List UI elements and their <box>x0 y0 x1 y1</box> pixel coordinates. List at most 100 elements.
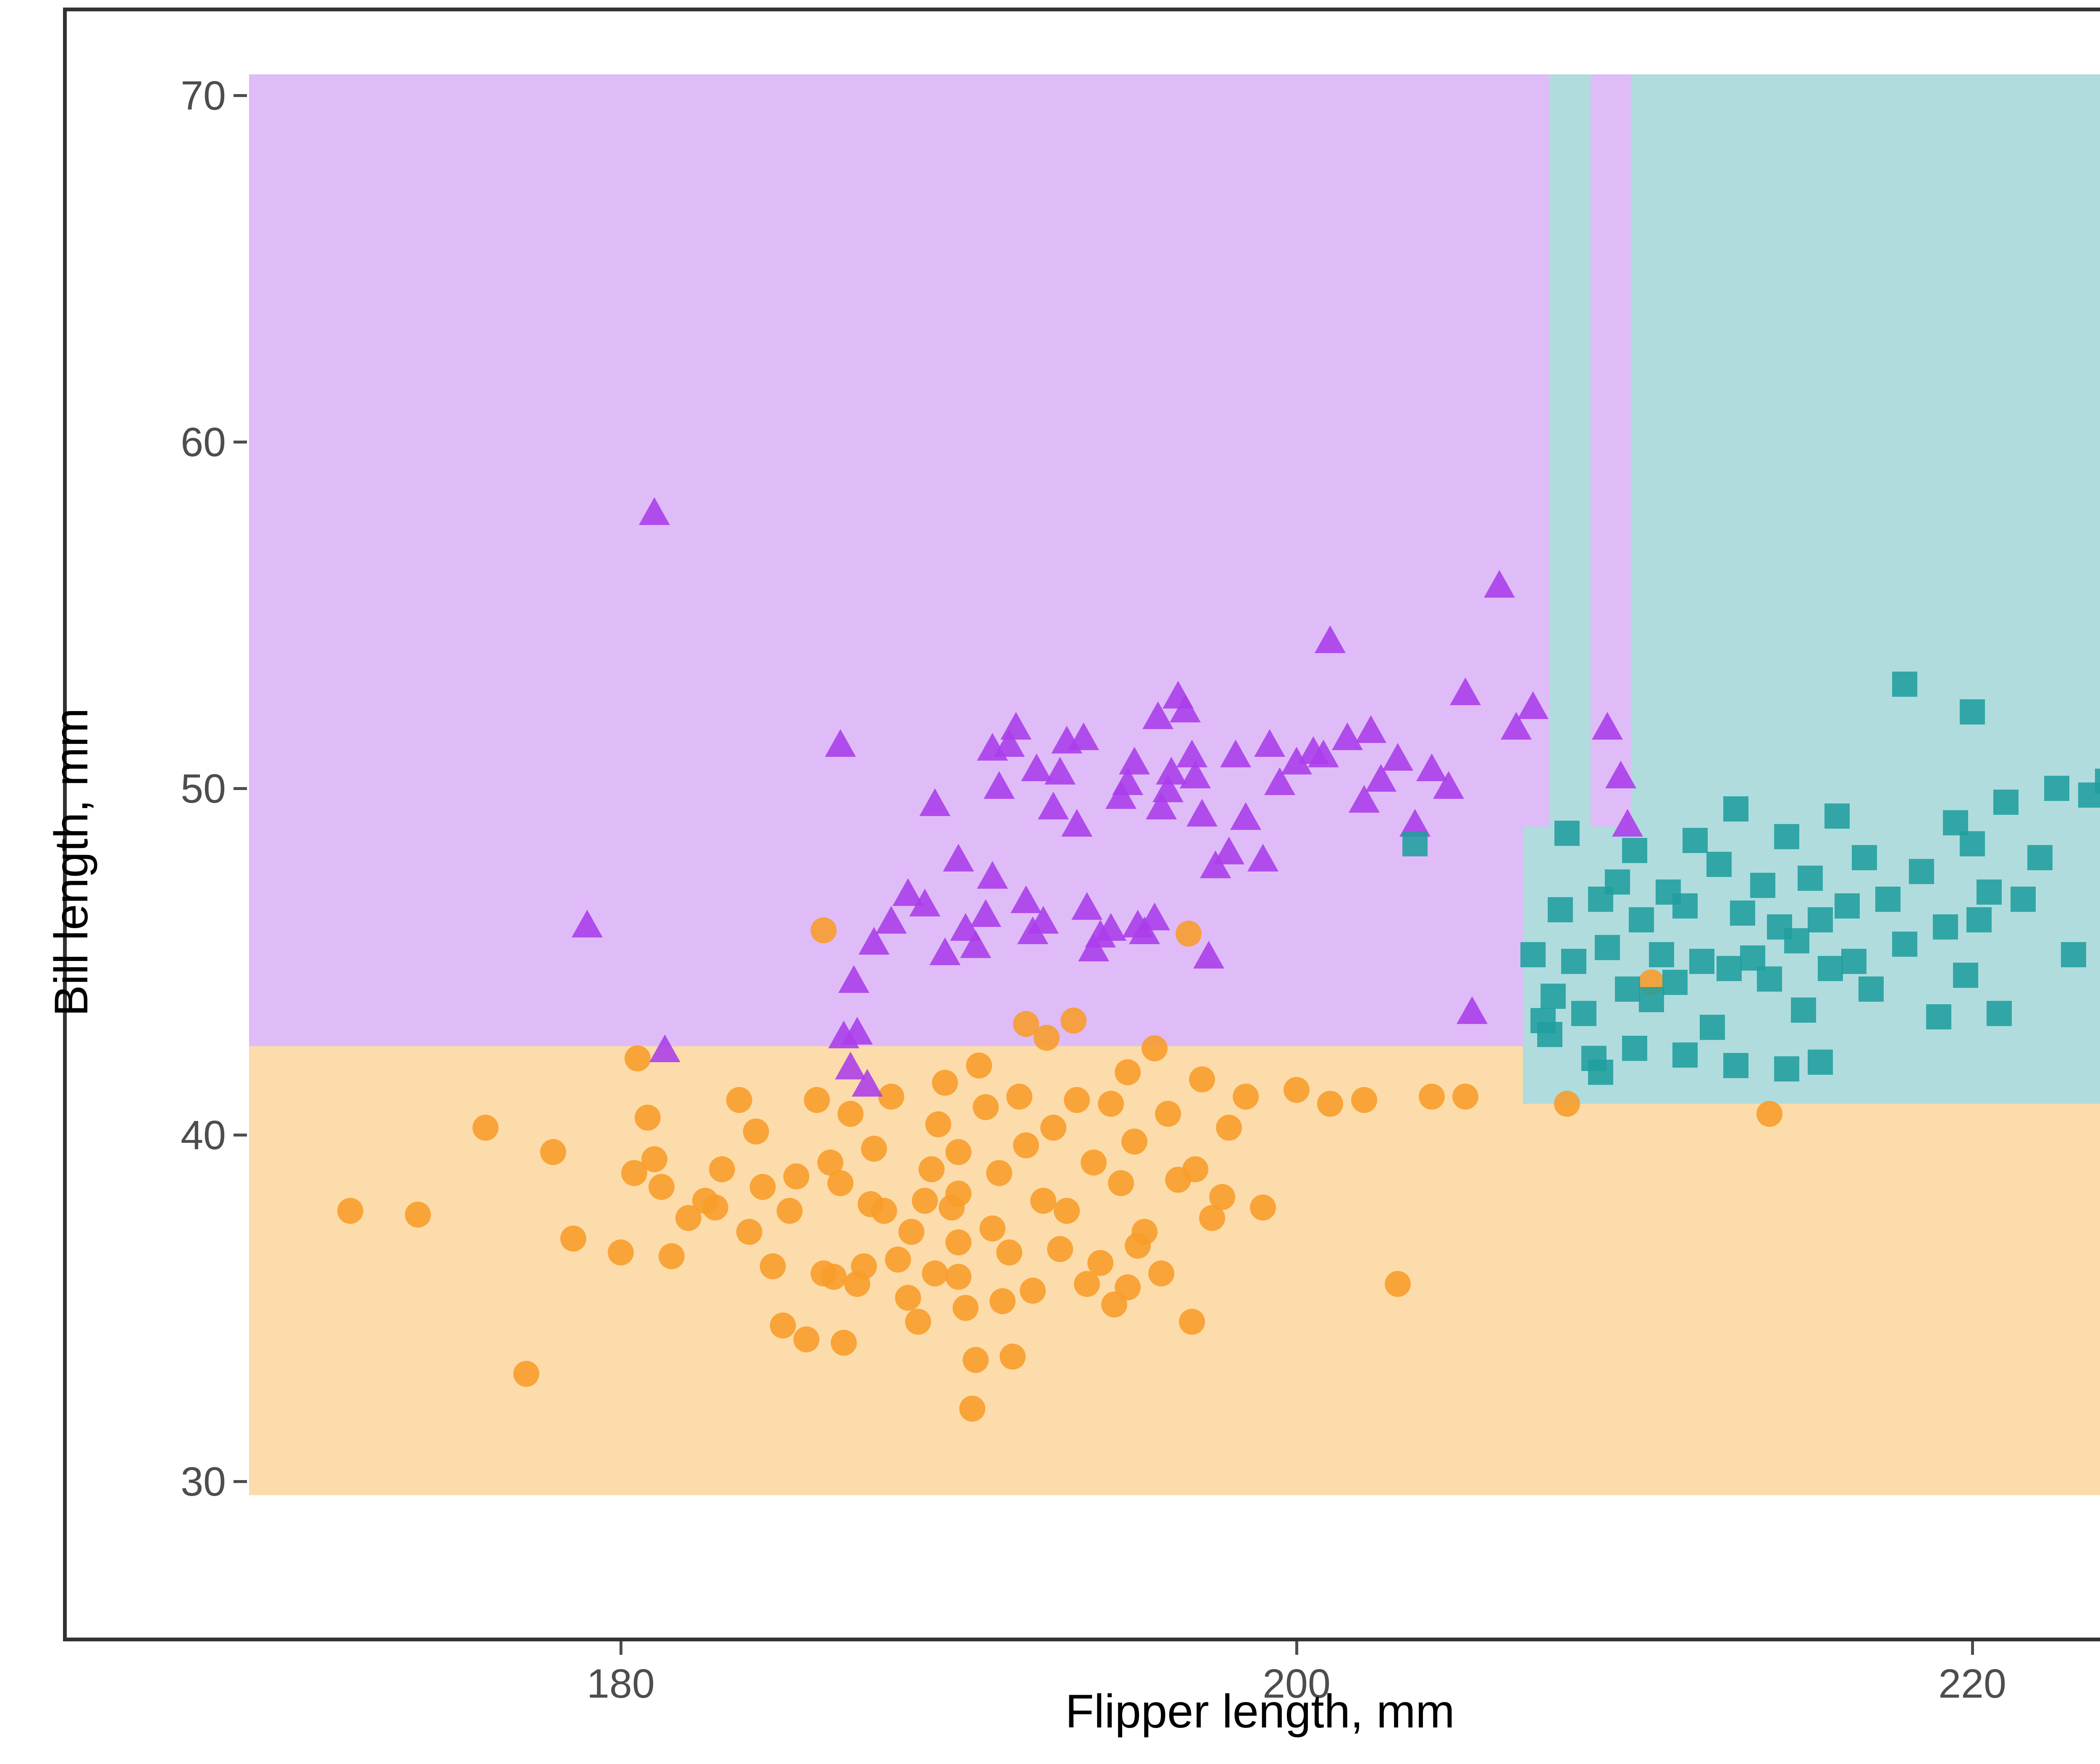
data-point-orange <box>760 1253 786 1280</box>
data-point-orange <box>1114 1059 1141 1086</box>
data-point-teal <box>1875 886 1900 912</box>
data-point-teal <box>1628 907 1654 933</box>
data-point-purple <box>1605 760 1637 788</box>
y-tick-mark <box>234 1480 247 1483</box>
data-point-purple <box>1433 771 1465 799</box>
data-point-orange <box>1209 1184 1235 1210</box>
data-point-orange <box>1097 1090 1124 1117</box>
data-point-orange <box>1182 1156 1208 1183</box>
data-point-orange <box>861 1135 887 1162</box>
data-point-orange <box>658 1243 685 1269</box>
data-point-orange <box>607 1239 634 1266</box>
data-point-teal <box>1554 821 1580 846</box>
data-point-orange <box>1121 1129 1147 1155</box>
data-point-purple <box>960 930 991 958</box>
data-point-teal <box>1723 1053 1748 1078</box>
data-point-orange <box>1351 1087 1377 1113</box>
data-point-purple <box>976 861 1008 889</box>
data-point-teal <box>1648 942 1674 967</box>
data-point-purple <box>1068 722 1100 750</box>
y-tick-label: 40 <box>181 1112 226 1158</box>
data-point-orange <box>1033 1024 1060 1051</box>
data-point-purple <box>1382 743 1414 771</box>
data-point-teal <box>1960 699 1985 725</box>
data-point-teal <box>1953 963 1978 988</box>
data-point-orange <box>702 1194 729 1221</box>
data-point-purple <box>976 732 1008 761</box>
data-point-orange <box>1087 1250 1114 1276</box>
data-point-teal <box>1723 796 1748 822</box>
data-point-teal <box>1909 858 1935 884</box>
data-point-orange <box>793 1326 820 1352</box>
data-point-teal <box>1797 866 1823 891</box>
data-point-teal <box>1835 893 1860 919</box>
data-point-orange <box>726 1087 752 1113</box>
data-point-orange <box>1101 1292 1127 1318</box>
data-point-purple <box>1027 906 1059 934</box>
y-tick-mark <box>234 787 247 790</box>
data-point-purple <box>1450 677 1481 705</box>
data-point-orange <box>820 1264 847 1290</box>
data-point-teal <box>1402 831 1428 856</box>
data-point-purple <box>838 965 870 993</box>
data-point-teal <box>1757 966 1782 992</box>
data-point-orange <box>560 1226 587 1252</box>
data-point-purple <box>909 889 941 917</box>
data-point-teal <box>1730 900 1755 926</box>
data-point-orange <box>1013 1132 1040 1158</box>
data-point-teal <box>1808 1049 1833 1075</box>
y-tick-mark <box>234 440 247 444</box>
data-point-orange <box>959 1395 985 1422</box>
data-point-orange <box>770 1312 796 1339</box>
data-point-teal <box>1960 831 1985 856</box>
data-point-orange <box>996 1239 1023 1266</box>
data-point-teal <box>1622 1035 1647 1061</box>
data-point-teal <box>1689 949 1715 974</box>
data-point-purple <box>1186 798 1218 827</box>
x-tick-label: 180 <box>587 1661 655 1706</box>
data-point-orange <box>895 1284 921 1311</box>
data-point-purple <box>1254 729 1285 757</box>
x-tick-mark <box>619 1641 622 1655</box>
data-point-teal <box>1662 969 1688 995</box>
data-point-teal <box>1750 872 1776 898</box>
data-point-orange <box>1216 1115 1242 1141</box>
data-point-purple <box>1315 625 1346 653</box>
data-point-teal <box>1622 838 1647 864</box>
data-point-teal <box>1672 1042 1698 1068</box>
data-point-purple <box>1142 701 1174 730</box>
data-point-orange <box>1189 1066 1215 1092</box>
data-point-orange <box>783 1163 810 1189</box>
data-point-teal <box>1547 897 1573 922</box>
data-point-purple <box>1220 740 1252 768</box>
data-point-teal <box>1605 869 1630 895</box>
data-point-orange <box>945 1229 972 1255</box>
data-point-orange <box>925 1111 952 1138</box>
data-point-orange <box>979 1215 1005 1242</box>
data-point-purple <box>875 906 907 934</box>
data-point-purple <box>929 937 961 965</box>
data-point-purple <box>1118 746 1150 774</box>
data-point-orange <box>1250 1194 1276 1221</box>
data-point-orange <box>777 1198 803 1224</box>
data-point-purple <box>1061 809 1093 837</box>
data-point-teal <box>1790 997 1816 1023</box>
data-point-teal <box>1841 949 1867 974</box>
data-point-teal <box>1824 803 1850 829</box>
data-point-purple <box>852 1069 883 1097</box>
data-point-teal <box>1716 956 1742 981</box>
data-point-teal <box>1774 824 1799 850</box>
data-point-purple <box>842 1017 873 1045</box>
data-point-orange <box>986 1160 1013 1186</box>
data-point-orange <box>1756 1101 1783 1127</box>
x-tick-mark <box>1971 1641 1974 1655</box>
data-point-teal <box>1638 987 1664 1013</box>
x-tick-mark <box>1295 1641 1298 1655</box>
y-tick-label: 60 <box>181 419 226 465</box>
data-point-orange <box>1060 1007 1087 1034</box>
data-point-purple <box>571 909 603 937</box>
data-point-orange <box>1155 1101 1181 1127</box>
data-point-teal <box>1595 935 1620 961</box>
plot-area <box>249 74 2100 1495</box>
data-point-orange <box>1030 1187 1056 1214</box>
